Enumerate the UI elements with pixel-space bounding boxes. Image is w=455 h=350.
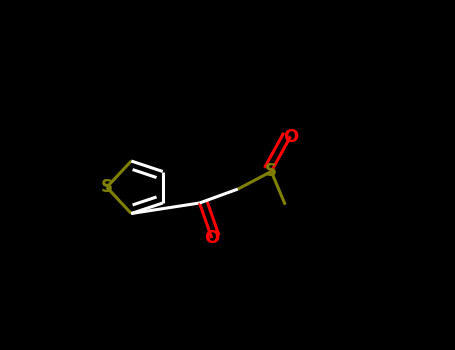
Text: O: O [283, 127, 298, 146]
Text: S: S [101, 178, 113, 196]
Text: S: S [265, 162, 277, 181]
Text: O: O [204, 229, 219, 247]
